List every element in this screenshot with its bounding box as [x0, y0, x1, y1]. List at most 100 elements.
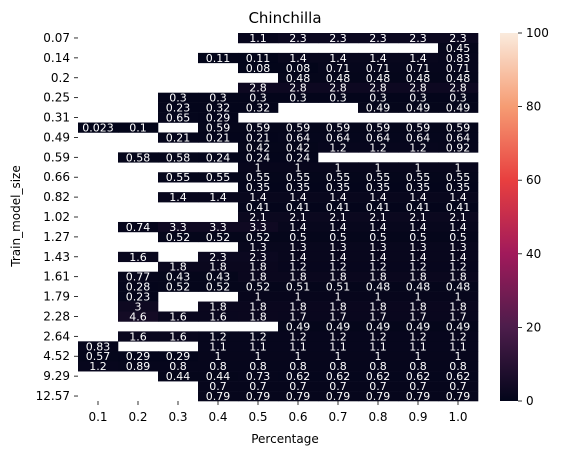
heatmap-cell	[278, 311, 319, 322]
cell-value-label: 1.4	[369, 221, 387, 234]
heatmap-cell	[198, 331, 239, 342]
cell-value-label: 1.8	[209, 261, 227, 274]
heatmap-cell	[318, 331, 359, 342]
cell-value-label: 0.5	[289, 231, 307, 244]
cell-value-label: 1.8	[209, 301, 227, 314]
cell-value-label: 1.4	[409, 221, 427, 234]
heatmap-cell	[318, 291, 359, 302]
cell-value-label: 0.57	[86, 350, 111, 363]
heatmap-cell	[398, 122, 439, 133]
heatmap-cell	[238, 102, 279, 113]
cell-value-labels: 1.1 2.3 2.3 2.3 2.3 2.30.450.11 0.11 1.4 1.4 1.4 1…	[82, 32, 470, 403]
heatmap-cell	[318, 72, 359, 84]
heatmap-cell	[318, 231, 359, 243]
cell-value-label: 2.3	[449, 32, 467, 45]
cell-value-label: 0.52	[166, 231, 191, 244]
cell-value-label: 0.28	[126, 281, 151, 294]
cell-value-label: 0.41	[406, 201, 431, 214]
heatmap-cell	[198, 281, 239, 292]
heatmap-cell	[438, 341, 479, 352]
heatmap-cell	[158, 192, 199, 203]
heatmap-cell	[198, 92, 239, 103]
heatmap-cell	[438, 241, 479, 253]
cell-value-label: 0.55	[206, 171, 231, 184]
cell-value-label: 0.41	[326, 201, 351, 214]
heatmap-cell	[398, 132, 439, 143]
cell-value-label: 1.8	[289, 271, 307, 284]
heatmap-cell	[318, 33, 359, 44]
cell-value-label: 1	[455, 291, 462, 304]
y-tick-label: 2.28	[43, 309, 70, 323]
heatmap-cell	[198, 112, 239, 123]
heatmap-cell	[158, 92, 199, 103]
cell-value-label: 0.64	[326, 131, 351, 144]
heatmap-cell	[398, 331, 439, 342]
heatmap-cell	[318, 371, 359, 382]
heatmap-cell	[358, 172, 399, 183]
heatmap-cell	[358, 62, 399, 74]
cell-value-label: 2.8	[329, 82, 347, 95]
cell-value-label: 1.2	[369, 261, 387, 274]
heatmap-cell	[158, 261, 199, 273]
heatmap-cell	[398, 291, 439, 302]
cell-value-label: 1	[335, 161, 342, 174]
heatmap-cell	[238, 82, 279, 93]
cell-value-label: 1.7	[369, 310, 387, 323]
heatmap-cell	[278, 132, 319, 143]
cell-value-label: 1.4	[369, 52, 387, 65]
x-tick-label: 0.6	[288, 410, 307, 424]
cell-value-label: 0.48	[326, 72, 351, 85]
cell-value-label: 2.1	[449, 211, 467, 224]
cell-value-label: 0.43	[166, 271, 191, 284]
cell-value-label: 0.21	[206, 131, 231, 144]
cell-value-label: 2.8	[289, 82, 307, 95]
heatmap-cell	[318, 82, 359, 93]
heatmap-cell	[158, 331, 199, 342]
x-tick-label: 0.1	[88, 410, 107, 424]
heatmap-cell	[398, 52, 439, 64]
cell-value-label: 0.24	[286, 151, 311, 164]
cell-value-label: 0.35	[326, 181, 351, 194]
heatmap-cell	[78, 351, 119, 362]
cell-value-label: 0.79	[246, 390, 271, 403]
heatmap-cell	[438, 122, 479, 133]
cell-value-label: 0.48	[406, 281, 431, 294]
cell-value-label: 0.49	[406, 102, 431, 115]
heatmap-cell	[158, 351, 199, 362]
heatmap-cell	[438, 132, 479, 143]
heatmap-cell	[358, 371, 399, 382]
heatmap-cell	[238, 182, 279, 193]
x-tick-label: 0.8	[368, 410, 387, 424]
heatmap-cell	[438, 351, 479, 362]
cell-value-label: 1.2	[89, 360, 107, 373]
heatmap-cell	[398, 62, 439, 74]
cell-value-label: 0.79	[406, 390, 431, 403]
cell-value-label: 0.62	[366, 370, 391, 383]
heatmap-cell	[118, 122, 159, 133]
heatmap-cell	[198, 351, 239, 362]
heatmap-cell	[358, 102, 399, 113]
cell-value-label: 1.1	[409, 340, 427, 353]
heatmap-cell	[198, 301, 239, 312]
cell-value-label: 0.52	[206, 281, 231, 294]
x-tick-label: 0.9	[408, 410, 427, 424]
cell-value-label: 1	[295, 350, 302, 363]
cell-value-label: 0.8	[209, 360, 227, 373]
heatmap-cell	[358, 202, 399, 213]
heatmap-cell	[438, 361, 479, 372]
heatmap-cell	[358, 251, 399, 263]
cell-value-label: 0.8	[169, 360, 187, 373]
y-tick-label: 0.25	[43, 91, 70, 105]
heatmap-cell	[238, 122, 279, 133]
cell-value-label: 1.7	[289, 310, 307, 323]
heatmap-cell	[358, 391, 399, 402]
heatmap-cell	[238, 301, 279, 312]
heatmap-cell	[398, 72, 439, 84]
cell-value-label: 0.59	[246, 121, 271, 134]
heatmap-cell	[318, 172, 359, 183]
heatmap-cell	[278, 221, 319, 233]
heatmap-cell	[318, 132, 359, 143]
cell-value-label: 1.2	[209, 330, 227, 343]
y-tick-label: 0.31	[43, 111, 70, 125]
heatmap-cell	[78, 361, 119, 372]
